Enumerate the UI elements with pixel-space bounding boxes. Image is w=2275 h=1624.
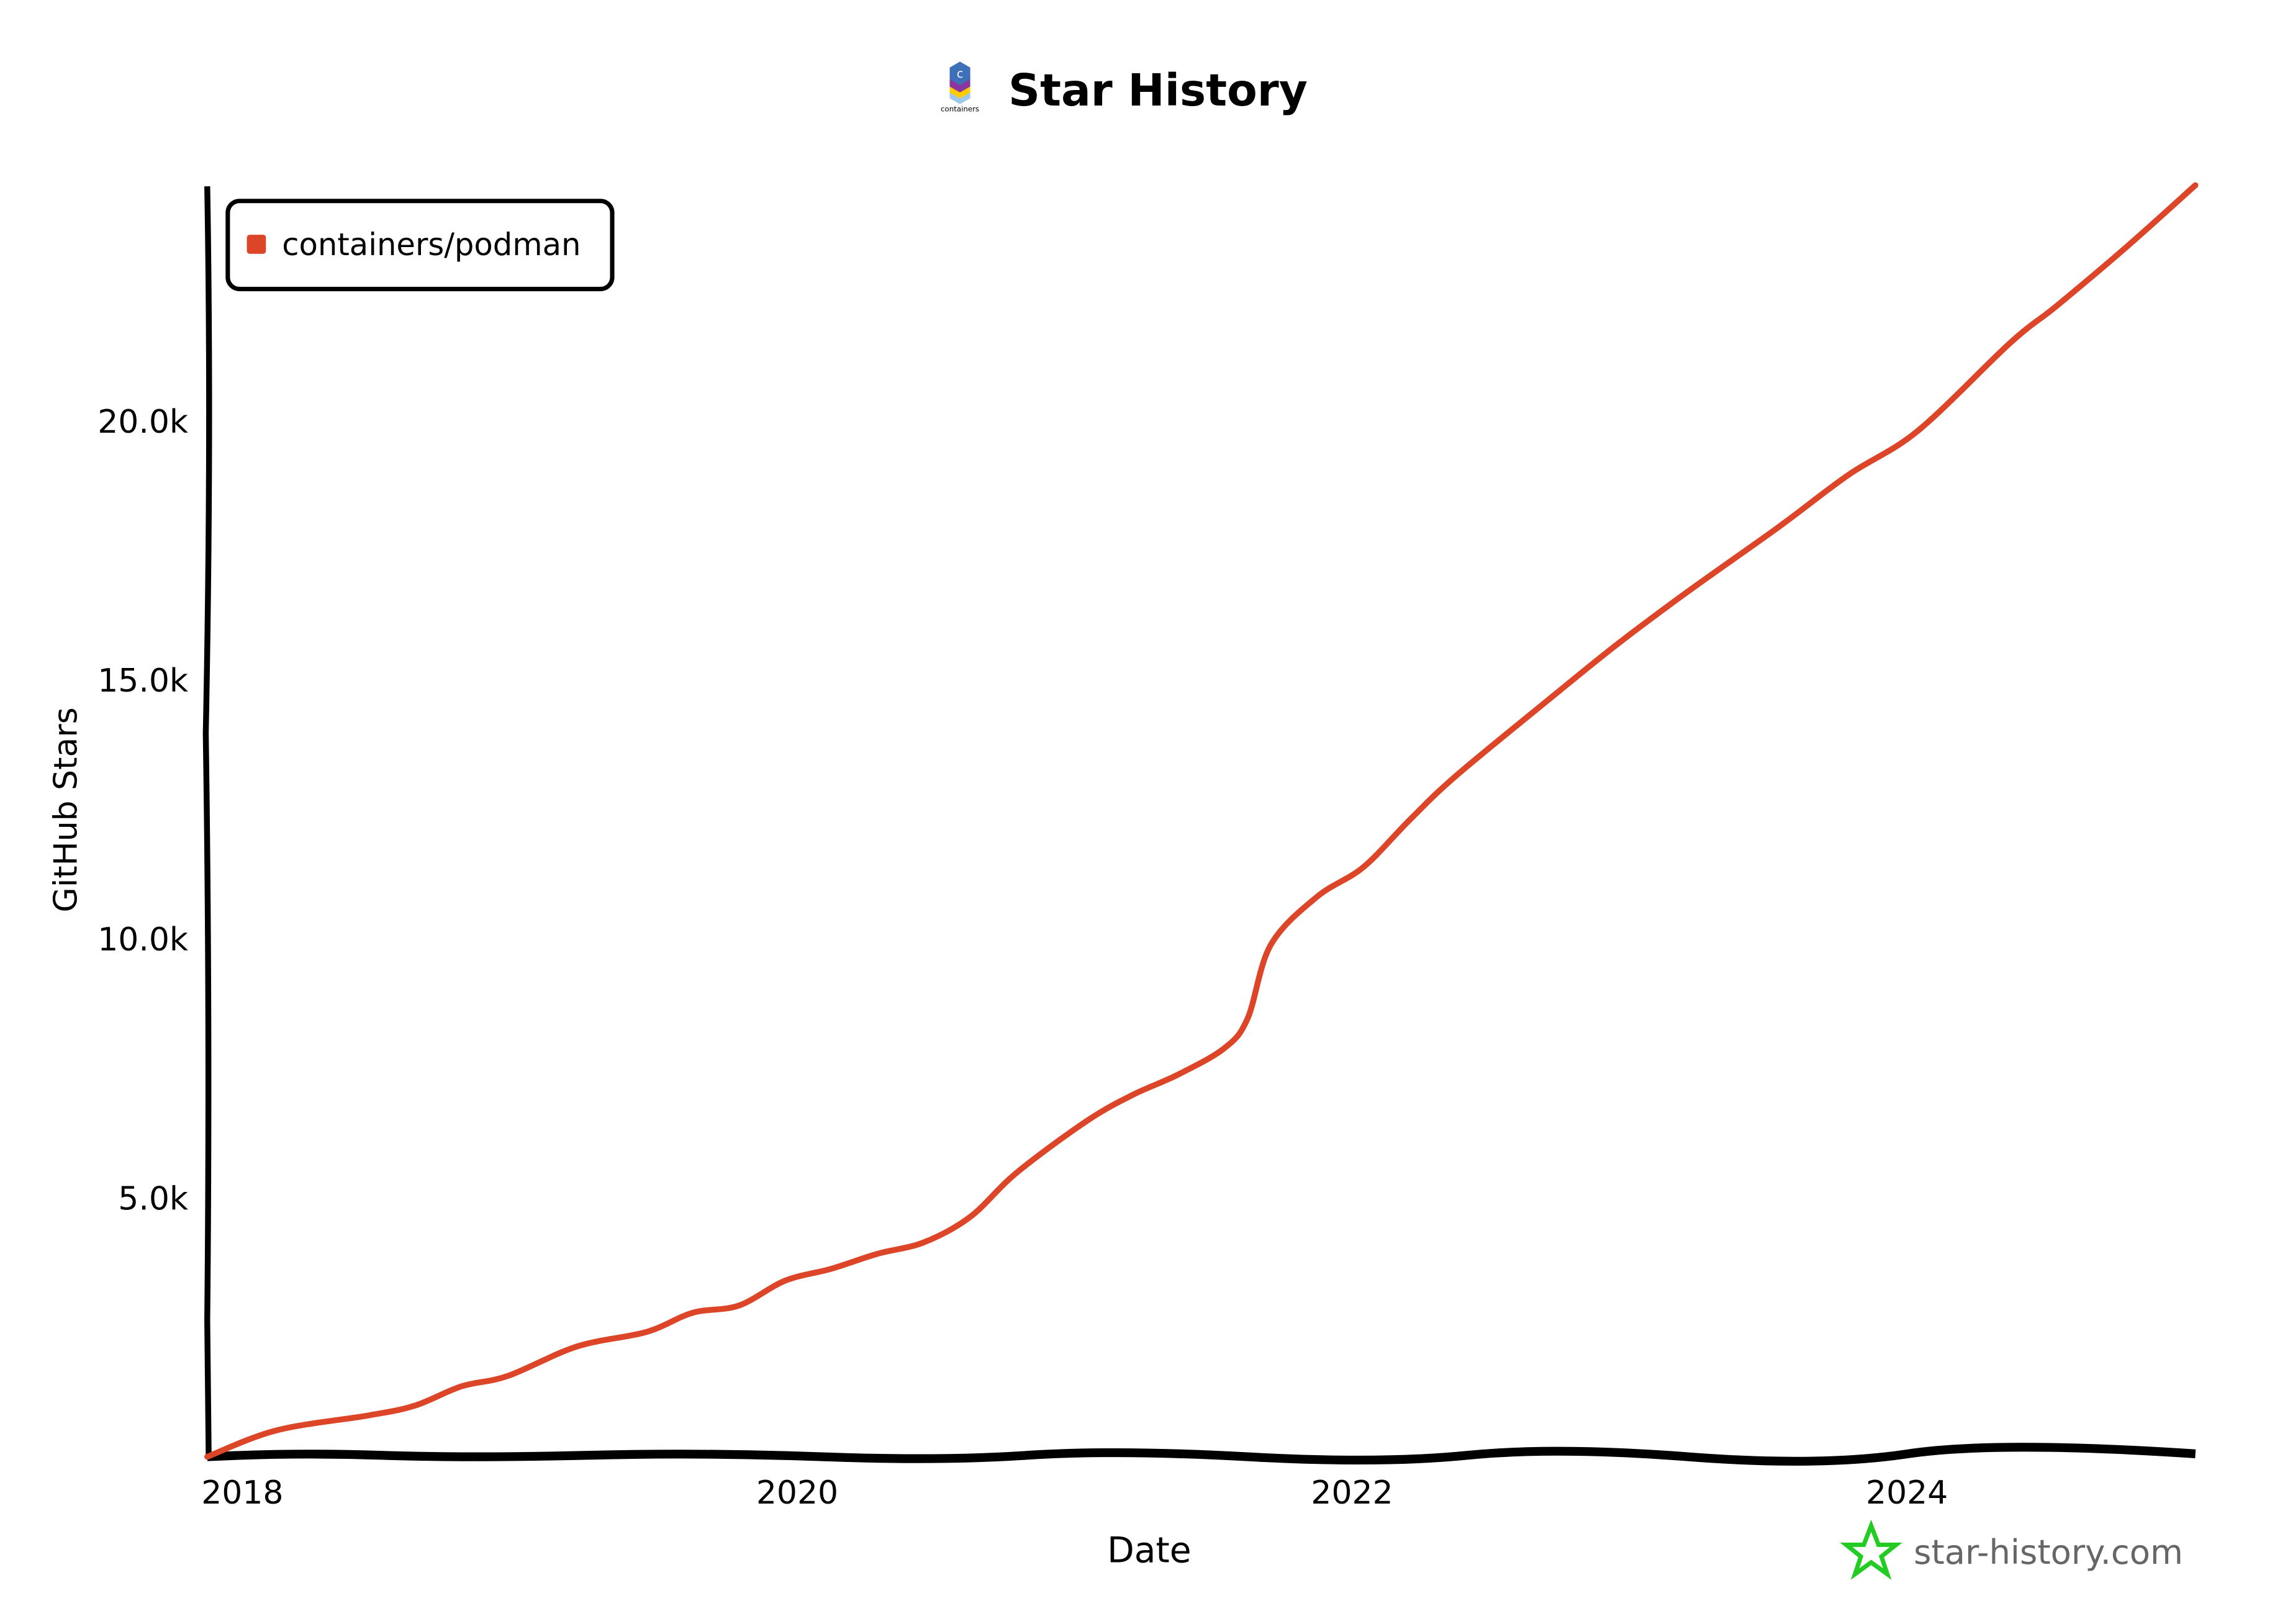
logo-hex-blue [949,61,970,86]
chart-title: Star History [1008,65,1308,116]
axes [202,186,2196,1466]
x-tick-label: 2022 [1311,1474,1393,1512]
legend-label: containers/podman [282,227,581,263]
y-axis-label: GitHub Stars [47,707,84,912]
star-icon [1840,1519,1902,1581]
watermark: star-history.com [1840,1519,2183,1581]
legend-swatch [246,235,266,254]
x-axis-label: Date [1107,1530,1192,1571]
x-tick-label: 2020 [756,1474,838,1512]
legend: containers/podman [225,199,615,292]
repo-logo: c containers [941,61,979,114]
y-tick-label: 10.0k [97,921,188,959]
series-line-containers-podman [204,182,2199,1460]
watermark-text: star-history.com [1914,1533,2183,1572]
x-tick-label: 2024 [1866,1474,1948,1512]
y-tick-label: 15.0k [97,662,188,700]
legend-box [225,199,615,292]
logo-text: containers [941,105,979,114]
x-axis-line [207,1443,2196,1466]
y-tick-label: 20.0k [97,404,188,441]
logo-letter: c [957,67,963,81]
x-tick-label: 2018 [201,1474,283,1512]
y-axis-line [202,186,212,1459]
y-tick-label: 5.0k [118,1180,188,1217]
